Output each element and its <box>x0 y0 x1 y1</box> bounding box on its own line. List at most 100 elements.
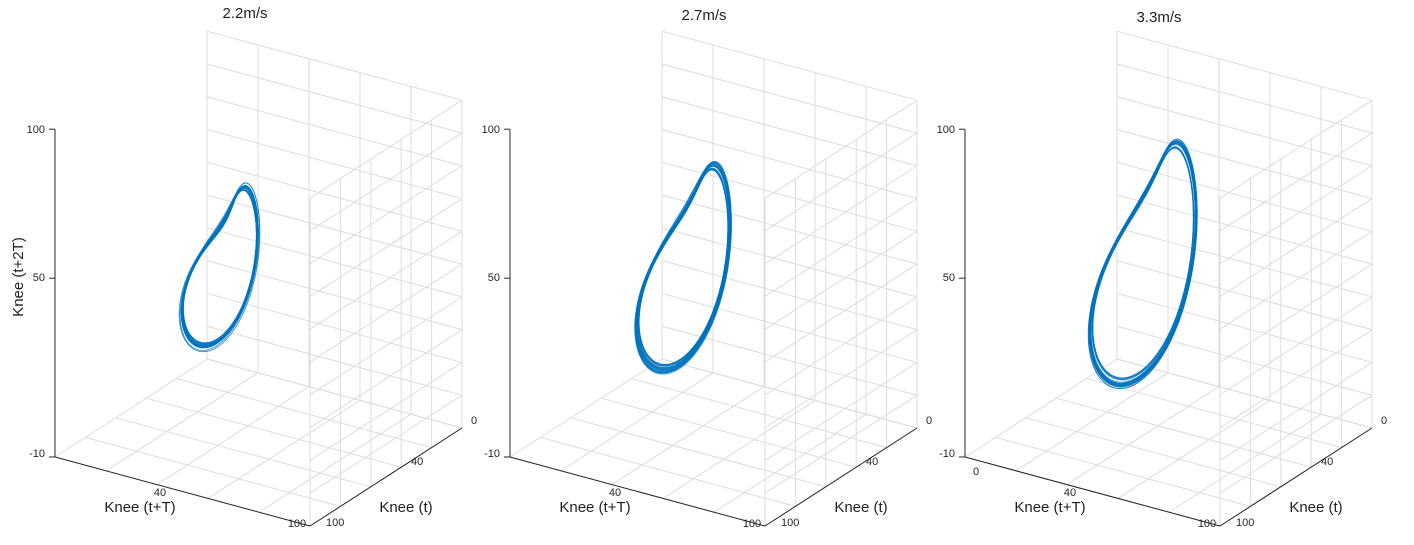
grid-line <box>309 394 463 494</box>
grid-line <box>764 198 918 297</box>
grid-line <box>309 198 463 297</box>
grid-line <box>1116 358 1373 429</box>
grid-line <box>661 96 918 167</box>
grid-line <box>661 227 918 298</box>
grid-line <box>509 358 663 458</box>
z-tick-50: 50 <box>943 272 955 284</box>
grid-line <box>1219 165 1373 265</box>
grid-line <box>1219 362 1373 461</box>
grid-line <box>1116 30 1373 101</box>
x-axis-line <box>509 456 766 527</box>
grid-line <box>764 329 918 429</box>
grid-line <box>764 394 918 494</box>
z-tick-50: 50 <box>33 272 45 284</box>
grid-line <box>1116 227 1373 298</box>
trajectory-cycle <box>637 167 730 368</box>
y-tick-40: 40 <box>866 456 878 468</box>
grid-line <box>309 99 463 199</box>
panel-title: 2.7m/s <box>681 7 726 24</box>
grid-line <box>995 436 1251 507</box>
trajectory-cycle <box>634 162 732 374</box>
y-axis-label: Knee (t) <box>379 499 432 516</box>
grid-line <box>105 372 259 472</box>
grid-line <box>661 194 918 265</box>
y-tick-0: 0 <box>471 415 477 427</box>
grid-line <box>1117 399 1271 499</box>
trajectory-cycle <box>179 182 260 351</box>
trajectory-cycle <box>1089 141 1197 386</box>
grid-line <box>964 358 1118 458</box>
grid-line <box>85 436 341 507</box>
y-tick-100: 100 <box>326 517 344 529</box>
trajectory-cycle <box>181 186 259 348</box>
grid-line <box>1116 161 1373 232</box>
trajectory-series <box>178 182 261 353</box>
grid-line <box>207 399 361 499</box>
grid-line <box>662 399 816 499</box>
grid-line <box>206 292 463 363</box>
grid-line <box>764 99 918 199</box>
grid-line <box>146 397 402 468</box>
grid-line <box>661 292 918 363</box>
grid-line <box>1219 132 1373 232</box>
panel-title: 3.3m/s <box>1136 9 1181 26</box>
grid-line <box>1116 129 1373 200</box>
grid-line <box>309 362 463 461</box>
grid-line <box>1219 329 1373 429</box>
x-axis-label: Knee (t+T) <box>559 499 630 516</box>
trajectory-cycle <box>182 189 257 345</box>
grid-line <box>1056 397 1312 468</box>
y-tick-40: 40 <box>1321 456 1333 468</box>
grid-line <box>560 372 714 472</box>
z-tick-100: 100 <box>937 124 955 136</box>
grid-line <box>309 296 463 396</box>
grid-line <box>309 132 463 232</box>
y-axis-line <box>1219 427 1373 527</box>
x-tick-100: 100 <box>743 518 761 530</box>
grid-line <box>764 296 918 396</box>
subplot-2-2-ms: 2.2m/s 100 50 -10 40 100 0 40 100 Knee (… <box>10 5 477 530</box>
grid-line <box>1086 378 1342 449</box>
grid-line <box>309 329 463 429</box>
grid-line <box>309 263 463 363</box>
grid-line <box>570 417 826 488</box>
grid-line <box>206 194 463 265</box>
trajectory-cycle <box>1092 147 1194 379</box>
x-tick-40: 40 <box>154 487 166 499</box>
z-tick-100: 100 <box>27 124 45 136</box>
grid-line <box>601 397 857 468</box>
grid-line <box>764 230 918 330</box>
grid-line <box>176 378 432 449</box>
grid-line <box>1219 230 1373 330</box>
trajectory-cycle <box>638 169 729 366</box>
grid-line <box>540 436 796 507</box>
trajectory-cycle <box>181 187 258 346</box>
grid-line <box>258 413 412 513</box>
subplot-3-3-ms: 3.3m/s 100 50 -10 0 40 100 0 40 100 Knee… <box>937 9 1387 530</box>
grid-line <box>713 413 867 513</box>
panel-title: 2.2m/s <box>222 5 267 22</box>
z-tick-minus10: -10 <box>939 448 955 460</box>
grid-line <box>661 129 918 200</box>
grid-line <box>206 30 463 101</box>
grid-line <box>1015 372 1169 472</box>
y-axis-label: Knee (t) <box>834 499 887 516</box>
grid-line <box>1219 99 1373 199</box>
grid-line <box>661 358 918 429</box>
grid-line <box>1219 296 1373 396</box>
y-axis-label: Knee (t) <box>1289 499 1342 516</box>
grid-line <box>661 161 918 232</box>
grid-line <box>1066 386 1220 486</box>
grid-line <box>1116 292 1373 363</box>
x-tick-100: 100 <box>288 518 306 530</box>
grid-lines <box>964 30 1373 527</box>
axis-lines <box>959 128 1373 527</box>
y-tick-0: 0 <box>1381 415 1387 427</box>
y-tick-100: 100 <box>781 517 799 529</box>
grid-line <box>661 260 918 331</box>
x-axis-label: Knee (t+T) <box>1014 499 1085 516</box>
axis-lines <box>49 128 463 527</box>
x-tick-40: 40 <box>1064 487 1076 499</box>
grid-line <box>206 96 463 167</box>
